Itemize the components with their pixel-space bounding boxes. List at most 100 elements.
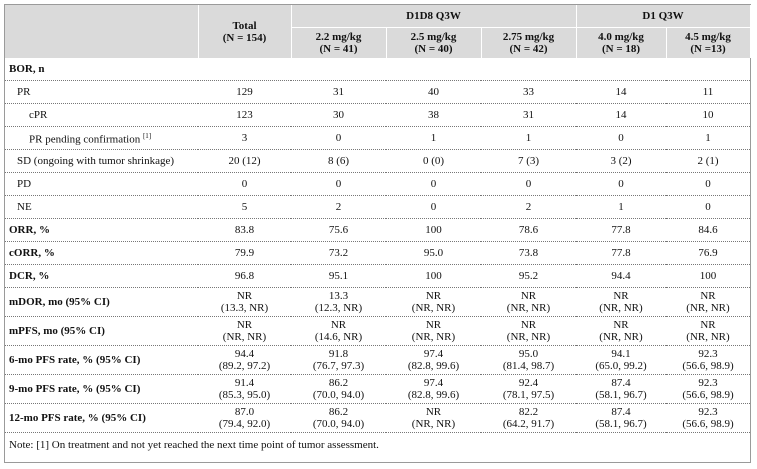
cell-ci: (64.2, 91.7) — [502, 418, 555, 430]
cell-ci: (65.0, 99.2) — [595, 360, 647, 372]
row-label: DCR, % — [5, 264, 198, 288]
row-label: PR pending confirmation [1] — [5, 126, 198, 150]
cell-value: NR — [425, 290, 442, 302]
cell-value: 0 — [525, 178, 532, 190]
row-label: 6-mo PFS rate, % (95% CI) — [5, 345, 198, 375]
cell: 87.4 (58.1, 96.7) — [576, 374, 666, 404]
cell-value: 77.8 — [611, 247, 631, 259]
cell: NR (NR, NR) — [386, 316, 481, 346]
row-label: BOR, n — [5, 58, 198, 81]
results-table: Total (N = 154) D1D8 Q3W D1 Q3W 2.2 mg/kg… — [5, 5, 751, 456]
cell: 94.4 — [576, 264, 666, 288]
cell-ci: (12.3, NR) — [314, 302, 363, 314]
cell: 40 — [386, 80, 481, 104]
cell: 0 — [291, 126, 386, 150]
column-header: 4.5 mg/kg (N =13) — [666, 27, 751, 58]
cell-value: 75.6 — [328, 224, 349, 236]
cell-value: 20 (12) — [228, 155, 261, 167]
cell: 38 — [386, 103, 481, 127]
table-row: mDOR, mo (95% CI) NR (13.3, NR) 13.3 (12.3, … — [5, 287, 750, 317]
table-row: BOR, n — [5, 58, 750, 81]
cell-value: 3 — [241, 132, 248, 144]
cell: 0 — [576, 172, 666, 196]
table-row: NE 5 2 0 2 1 0 — [5, 195, 750, 219]
header-dose: 2.75 mg/kg — [502, 31, 555, 43]
cell-value: NR — [425, 319, 442, 331]
cell: 30 — [291, 103, 386, 127]
cell — [666, 58, 750, 81]
table-frame: Total (N = 154) D1D8 Q3W D1 Q3W 2.2 mg/kg… — [4, 4, 751, 463]
row-label: PR — [5, 80, 198, 104]
cell-value: NR — [700, 290, 716, 302]
row-label-text: 9-mo PFS rate, % (95% CI) — [9, 383, 141, 395]
cell-value: NR — [613, 290, 629, 302]
cell-value: 1 — [525, 132, 532, 144]
cell-ci: (58.1, 96.7) — [595, 389, 647, 401]
corner-cell — [5, 5, 199, 58]
cell: 10 — [666, 103, 750, 127]
cell-ci: (NR, NR) — [411, 331, 456, 343]
cell: NR (NR, NR) — [386, 287, 481, 317]
cell — [576, 58, 666, 81]
cell: 8 (6) — [291, 149, 386, 173]
cell-value: 95.1 — [328, 270, 349, 282]
row-label: NE — [5, 195, 198, 219]
cell-value: 0 — [335, 178, 342, 190]
cell-value: 10 — [702, 109, 714, 121]
cell-value: 14 — [615, 86, 627, 98]
cell-value: NR — [236, 319, 253, 331]
cell: NR (NR, NR) — [386, 403, 481, 433]
cell-value: 31 — [333, 86, 344, 98]
cell-ci: (82.8, 99.6) — [407, 389, 460, 401]
cell: 13.3 (12.3, NR) — [291, 287, 386, 317]
header-dose: 2.2 mg/kg — [315, 31, 362, 43]
row-label: PD — [5, 172, 198, 196]
cell-value: 100 — [425, 270, 442, 282]
cell-value: 87.0 — [234, 406, 255, 418]
cell-ci: (NR, NR) — [506, 302, 551, 314]
cell: NR (NR, NR) — [666, 287, 750, 317]
cell: 14 — [576, 80, 666, 104]
cell: 2 — [291, 195, 386, 219]
cell: 97.4 (82.8, 99.6) — [386, 345, 481, 375]
cell: 0 — [666, 195, 750, 219]
cell-value: 40 — [428, 86, 439, 98]
cell-value: NR — [520, 290, 537, 302]
cell-ci: (NR, NR) — [411, 418, 456, 430]
cell-value: 94.4 — [611, 270, 631, 282]
cell: 73.8 — [481, 241, 576, 265]
column-header: 2.2 mg/kg (N = 41) — [291, 27, 387, 58]
cell-value: 0 — [705, 178, 711, 190]
cell: 92.3 (56.6, 98.9) — [666, 403, 750, 433]
cell-value: NR — [613, 319, 629, 331]
cell-value: 2 — [525, 201, 532, 213]
cell-value: 3 (2) — [610, 155, 632, 167]
row-label-text: PR — [17, 86, 31, 98]
cell-value: 0 — [430, 201, 437, 213]
cell: 3 (2) — [576, 149, 666, 173]
column-header: 2.75 mg/kg (N = 42) — [481, 27, 577, 58]
cell: 97.4 (82.8, 99.6) — [386, 374, 481, 404]
header-n: (N = 41) — [319, 43, 358, 55]
table-row: mPFS, mo (95% CI) NR (NR, NR) NR (14.6, NR) N… — [5, 316, 750, 346]
cell: NR (NR, NR) — [576, 316, 666, 346]
cell: 92.3 (56.6, 98.9) — [666, 374, 750, 404]
cell — [198, 58, 291, 81]
table-row: PR 129 31 40 33 14 11 — [5, 80, 750, 104]
cell-ci: (56.6, 98.9) — [682, 360, 734, 372]
cell: 0 — [576, 126, 666, 150]
row-label-text: ORR, % — [9, 224, 50, 236]
cell-ci: (58.1, 96.7) — [595, 418, 647, 430]
cell-value: NR — [520, 319, 537, 331]
cell-value: 76.9 — [698, 247, 718, 259]
group-header: D1D8 Q3W — [291, 5, 577, 28]
header-n: (N =13) — [690, 43, 726, 55]
cell-value: 5 — [241, 201, 248, 213]
cell: 0 — [386, 172, 481, 196]
cell-value: 1 — [430, 132, 437, 144]
row-label: cORR, % — [5, 241, 198, 265]
cell-value: 79.9 — [234, 247, 255, 259]
cell-ci: (NR, NR) — [411, 302, 456, 314]
cell: 5 — [198, 195, 291, 219]
